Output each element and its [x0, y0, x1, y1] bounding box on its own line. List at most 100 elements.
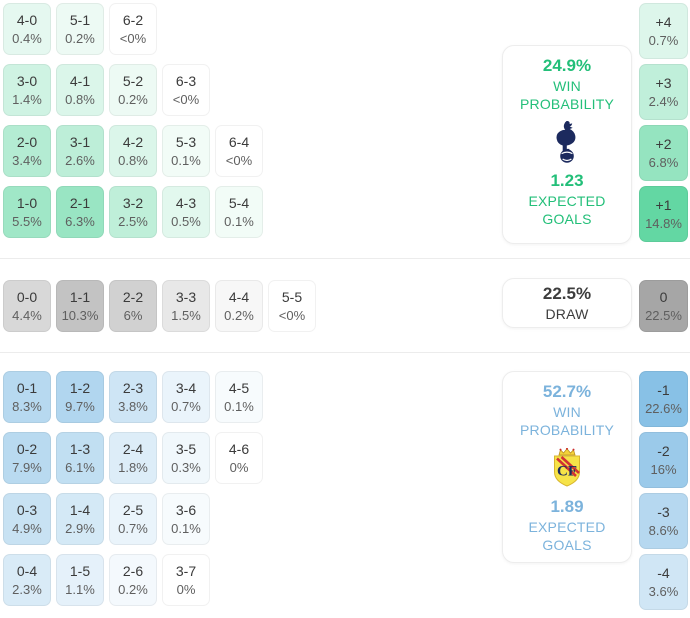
scoreline: 4-0 [16, 11, 38, 28]
scoreline-probability: 0.2% [118, 91, 148, 107]
goal-margin-probability: 8.6% [648, 522, 679, 538]
scoreline-probability: 5.5% [12, 213, 42, 229]
scoreline: 2-1 [69, 194, 91, 211]
goal-margin-cell: 0 22.5% [639, 280, 688, 332]
scoreline-probability: 0.4% [12, 30, 42, 46]
goal-margin-probability: 22.5% [645, 307, 682, 323]
scoreline: 2-2 [122, 288, 144, 305]
goal-margin: -2 [657, 442, 670, 459]
scoreline: 1-5 [69, 562, 91, 579]
draw-section: 0-0 4.4% 1-1 10.3% 2-2 6% 3-3 1.5% 4-4 0… [0, 259, 690, 352]
scoreline-cell: 3-1 2.6% [56, 125, 104, 177]
scoreline: 6-2 [122, 11, 144, 28]
scoreline-cell: 4-2 0.8% [109, 125, 157, 177]
home-win-panel: 24.9% WIN PROBABILITY 1.23 EXPECTED GOAL… [502, 45, 632, 244]
scoreline: 3-3 [175, 288, 197, 305]
scoreline: 3-7 [175, 562, 197, 579]
scoreline: 1-3 [69, 440, 91, 457]
scoreline-cell: 4-5 0.1% [215, 371, 263, 423]
scoreline: 4-1 [69, 72, 91, 89]
scoreline-row: 0-1 8.3% 1-2 9.7% 2-3 3.8% 3-4 0.7% 4-5 … [3, 371, 690, 423]
scoreline-probability: 0.2% [65, 30, 95, 46]
scoreline-cell: 6-2 <0% [109, 3, 157, 55]
scoreline: 1-1 [69, 288, 91, 305]
away-goals-label: GOALS [542, 537, 592, 553]
scoreline: 4-4 [228, 288, 250, 305]
scoreline-probability: 0.3% [171, 459, 201, 475]
scoreline: 6-4 [228, 133, 250, 150]
scoreline-probability: 0% [176, 581, 196, 597]
scoreline-cell: 5-5 <0% [268, 280, 316, 332]
away-win-section: 0-1 8.3% 1-2 9.7% 2-3 3.8% 3-4 0.7% 4-5 … [0, 353, 690, 617]
scoreline: 0-1 [16, 379, 38, 396]
away-goal-margin-column: -1 22.6% -2 16% -3 8.6% -4 3.6% [639, 371, 688, 610]
svg-text:CF: CF [557, 464, 577, 480]
goal-margin-probability: 22.6% [645, 400, 682, 416]
scoreline: 3-2 [122, 194, 144, 211]
scoreline: 1-2 [69, 379, 91, 396]
home-goal-margin-column: +4 0.7% +3 2.4% +2 6.8% +1 14.8% [639, 3, 688, 242]
goal-margin: +3 [655, 74, 672, 91]
scoreline: 5-3 [175, 133, 197, 150]
scoreline-cell: 2-6 0.2% [109, 554, 157, 606]
scoreline-cell: 6-3 <0% [162, 64, 210, 116]
scoreline-cell: 2-0 3.4% [3, 125, 51, 177]
away-expected-label: EXPECTED [528, 519, 606, 535]
scoreline-cell: 3-0 1.4% [3, 64, 51, 116]
scoreline: 0-2 [16, 440, 38, 457]
goal-margin: 0 [659, 288, 668, 305]
scoreline-cell: 2-5 0.7% [109, 493, 157, 545]
scoreline-probability: 4.9% [12, 520, 42, 536]
draw-goal-margin-column: 0 22.5% [639, 280, 688, 332]
away-probability-label: PROBABILITY [519, 422, 614, 438]
scoreline-probability: 9.7% [65, 398, 95, 414]
goal-margin-probability: 0.7% [648, 32, 679, 48]
draw-label: DRAW [545, 306, 589, 322]
goal-margin-probability: 2.4% [648, 93, 679, 109]
scoreline-cell: 4-0 0.4% [3, 3, 51, 55]
scoreline-cell: 3-2 2.5% [109, 186, 157, 238]
scoreline-probability: 3.8% [118, 398, 148, 414]
goal-margin: +4 [655, 13, 672, 30]
home-goals-label: GOALS [542, 211, 592, 227]
scoreline-row: 2-0 3.4% 3-1 2.6% 4-2 0.8% 5-3 0.1% 6-4 … [3, 125, 690, 177]
scoreline-probability: 4.4% [12, 307, 42, 323]
away-expected-goals-value: 1.89 [550, 497, 584, 516]
scoreline-probability: 0.1% [171, 520, 201, 536]
goal-margin-probability: 6.8% [648, 154, 679, 170]
scoreline-probability: 10.3% [61, 307, 99, 323]
scoreline-cell: 1-4 2.9% [56, 493, 104, 545]
scoreline-probability: 6.1% [65, 459, 95, 475]
scoreline: 2-4 [122, 440, 144, 457]
scoreline-cell: 0-4 2.3% [3, 554, 51, 606]
scoreline: 4-5 [228, 379, 250, 396]
scoreline-row: 0-2 7.9% 1-3 6.1% 2-4 1.8% 3-5 0.3% 4-6 … [3, 432, 690, 484]
scoreline-row: 0-3 4.9% 1-4 2.9% 2-5 0.7% 3-6 0.1% [3, 493, 690, 545]
scoreline-probability: 1.1% [65, 581, 95, 597]
scoreline-cell: 1-3 6.1% [56, 432, 104, 484]
scoreline: 3-6 [175, 501, 197, 518]
scoreline-cell: 5-3 0.1% [162, 125, 210, 177]
scoreline: 3-1 [69, 133, 91, 150]
scoreline-probability: <0% [172, 91, 200, 107]
scoreline: 1-0 [16, 194, 38, 211]
scoreline-probability: 0% [229, 459, 249, 475]
goal-margin-probability: 3.6% [648, 583, 679, 599]
goal-margin-probability: 14.8% [645, 215, 682, 231]
scoreline-cell: 2-1 6.3% [56, 186, 104, 238]
away-win-panel: 52.7% WIN PROBABILITY CF 1.89 EXPECTED G… [502, 371, 632, 563]
goal-margin: -1 [657, 381, 670, 398]
scoreline-probability: 1.5% [171, 307, 201, 323]
scoreline: 6-3 [175, 72, 197, 89]
scoreline-cell: 2-4 1.8% [109, 432, 157, 484]
scoreline-cell: 2-2 6% [109, 280, 157, 332]
away-win-label: WIN [553, 404, 581, 420]
scoreline-cell: 0-3 4.9% [3, 493, 51, 545]
goal-margin-cell: -2 16% [639, 432, 688, 488]
scoreline-probability: 0.8% [65, 91, 95, 107]
scoreline-cell: 3-5 0.3% [162, 432, 210, 484]
home-win-section: 4-0 0.4% 5-1 0.2% 6-2 <0% 3-0 1.4% 4-1 0… [0, 0, 690, 258]
scoreline-cell: 3-4 0.7% [162, 371, 210, 423]
scoreline-cell: 5-1 0.2% [56, 3, 104, 55]
scoreline: 5-5 [281, 288, 303, 305]
